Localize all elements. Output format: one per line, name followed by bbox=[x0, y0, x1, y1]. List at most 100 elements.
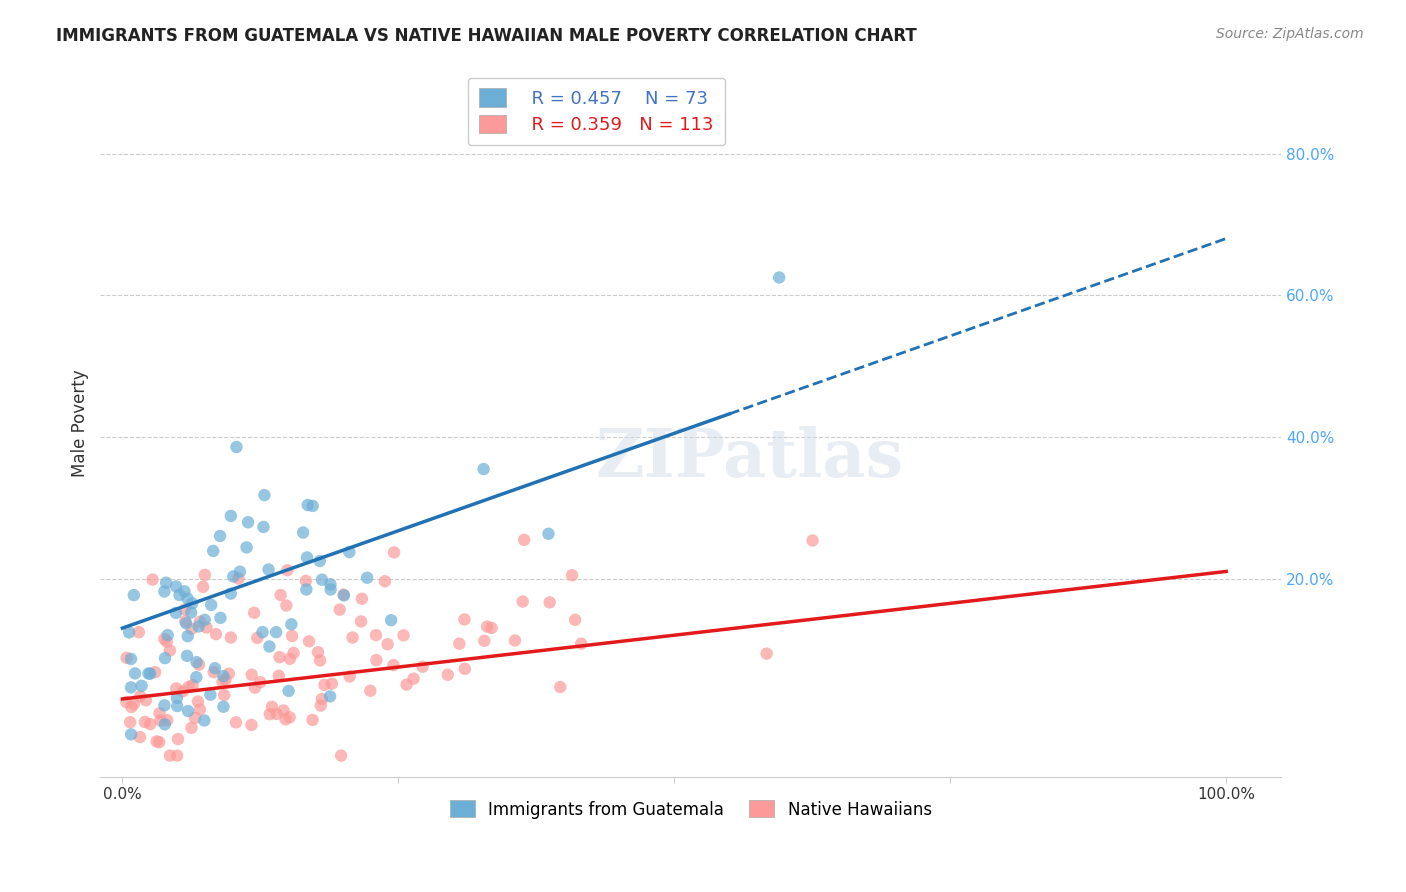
Point bbox=[264, 625, 287, 640]
Point bbox=[332, 588, 354, 602]
Point bbox=[449, 637, 471, 651]
Point bbox=[253, 488, 276, 502]
Point bbox=[311, 573, 333, 587]
Point bbox=[382, 545, 405, 559]
Point bbox=[156, 634, 179, 648]
Point bbox=[138, 666, 160, 681]
Point bbox=[538, 595, 561, 609]
Point bbox=[243, 681, 266, 695]
Point bbox=[135, 693, 157, 707]
Point bbox=[382, 658, 405, 673]
Point bbox=[142, 573, 165, 587]
Point bbox=[176, 648, 198, 663]
Point bbox=[219, 586, 242, 600]
Point bbox=[274, 712, 297, 726]
Point bbox=[153, 584, 176, 599]
Point bbox=[211, 674, 233, 689]
Point bbox=[139, 717, 162, 731]
Point bbox=[295, 550, 318, 565]
Text: ZIPatlas: ZIPatlas bbox=[596, 425, 904, 491]
Point bbox=[350, 591, 373, 606]
Point bbox=[235, 541, 257, 555]
Point bbox=[356, 571, 378, 585]
Point bbox=[564, 613, 586, 627]
Point bbox=[412, 659, 434, 673]
Point bbox=[380, 613, 402, 627]
Point bbox=[257, 562, 280, 576]
Point bbox=[292, 525, 315, 540]
Point bbox=[173, 584, 195, 599]
Point bbox=[172, 684, 194, 698]
Point bbox=[159, 643, 181, 657]
Point bbox=[269, 650, 291, 665]
Point bbox=[768, 270, 790, 285]
Point bbox=[472, 633, 495, 648]
Point bbox=[177, 680, 200, 694]
Point bbox=[128, 625, 150, 640]
Point bbox=[156, 713, 179, 727]
Point bbox=[475, 619, 498, 633]
Point bbox=[180, 606, 202, 620]
Point bbox=[512, 594, 534, 608]
Point bbox=[283, 646, 305, 660]
Point bbox=[181, 678, 204, 692]
Point bbox=[561, 568, 583, 582]
Point bbox=[298, 634, 321, 648]
Point bbox=[153, 698, 176, 713]
Point bbox=[267, 669, 290, 683]
Point bbox=[260, 699, 283, 714]
Point bbox=[165, 681, 187, 696]
Point bbox=[200, 598, 222, 612]
Point bbox=[165, 606, 187, 620]
Point bbox=[218, 666, 240, 681]
Point bbox=[301, 499, 323, 513]
Point bbox=[801, 533, 824, 548]
Point bbox=[252, 520, 274, 534]
Point bbox=[188, 657, 211, 672]
Point bbox=[166, 690, 188, 705]
Point bbox=[281, 629, 304, 643]
Point bbox=[503, 633, 526, 648]
Point bbox=[118, 625, 141, 640]
Point bbox=[169, 588, 191, 602]
Point bbox=[395, 678, 418, 692]
Point bbox=[212, 699, 235, 714]
Point bbox=[219, 508, 242, 523]
Point bbox=[186, 670, 208, 684]
Point bbox=[219, 631, 242, 645]
Point bbox=[180, 721, 202, 735]
Point bbox=[120, 700, 142, 714]
Point bbox=[153, 717, 176, 731]
Point bbox=[180, 622, 202, 636]
Point bbox=[569, 637, 592, 651]
Point bbox=[209, 611, 232, 625]
Point bbox=[166, 699, 188, 714]
Point bbox=[191, 580, 214, 594]
Point bbox=[321, 676, 343, 690]
Point bbox=[225, 715, 247, 730]
Point bbox=[436, 667, 458, 681]
Point bbox=[194, 613, 217, 627]
Point bbox=[166, 748, 188, 763]
Point bbox=[188, 702, 211, 716]
Point bbox=[124, 666, 146, 681]
Point bbox=[392, 628, 415, 642]
Point bbox=[374, 574, 396, 589]
Point bbox=[278, 652, 301, 666]
Point bbox=[204, 661, 226, 675]
Point bbox=[249, 675, 271, 690]
Point bbox=[273, 703, 295, 717]
Point bbox=[454, 662, 477, 676]
Point bbox=[187, 619, 209, 633]
Point bbox=[214, 673, 236, 687]
Point bbox=[205, 627, 228, 641]
Point bbox=[252, 625, 274, 640]
Point bbox=[149, 714, 172, 728]
Point bbox=[280, 617, 302, 632]
Point bbox=[311, 692, 333, 706]
Point bbox=[187, 695, 209, 709]
Point bbox=[174, 615, 197, 629]
Point bbox=[337, 545, 360, 559]
Point bbox=[156, 628, 179, 642]
Point bbox=[342, 631, 364, 645]
